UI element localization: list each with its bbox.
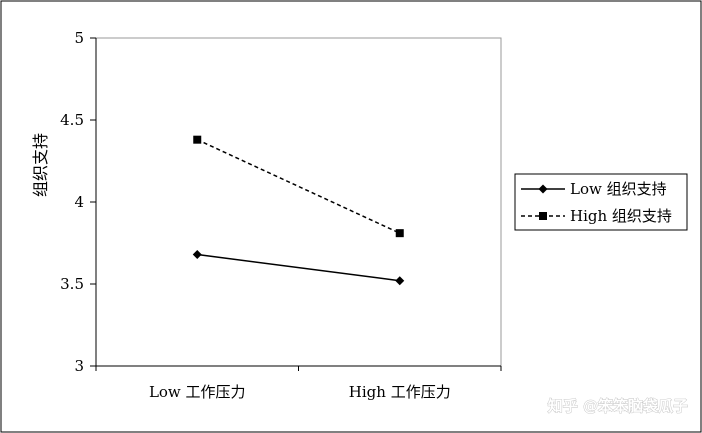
legend-label: High 组织支持 <box>570 207 672 225</box>
y-axis-label: 组织支持 <box>31 133 50 197</box>
legend-marker <box>538 184 548 194</box>
series-line-2 <box>196 138 401 234</box>
data-point <box>193 135 202 144</box>
x-axis: Low 工作压力 High 工作压力 <box>95 365 502 401</box>
y-tick-label: 3 <box>74 357 84 375</box>
data-point <box>395 276 405 286</box>
data-point <box>192 249 202 259</box>
y-tick-label: 3.5 <box>60 275 84 293</box>
watermark: 知乎 @笨笨脑袋瓜子 <box>548 397 688 415</box>
legend-label: Low 组织支持 <box>570 180 667 198</box>
y-axis: 3 3.5 4 4.5 5 <box>60 29 97 375</box>
plot-area <box>95 37 502 367</box>
series-group <box>192 135 405 286</box>
series-line-1 <box>197 253 400 282</box>
x-tick-label: Low 工作压力 <box>149 383 246 401</box>
data-point <box>395 229 404 238</box>
legend-marker <box>539 212 547 220</box>
y-tick-label: 5 <box>74 29 84 47</box>
y-tick-label: 4.5 <box>60 111 84 129</box>
x-tick-label: High 工作压力 <box>349 383 451 401</box>
y-tick-label: 4 <box>74 193 84 211</box>
legend: Low 组织支持 High 组织支持 <box>514 173 688 231</box>
legend-box <box>514 173 688 231</box>
